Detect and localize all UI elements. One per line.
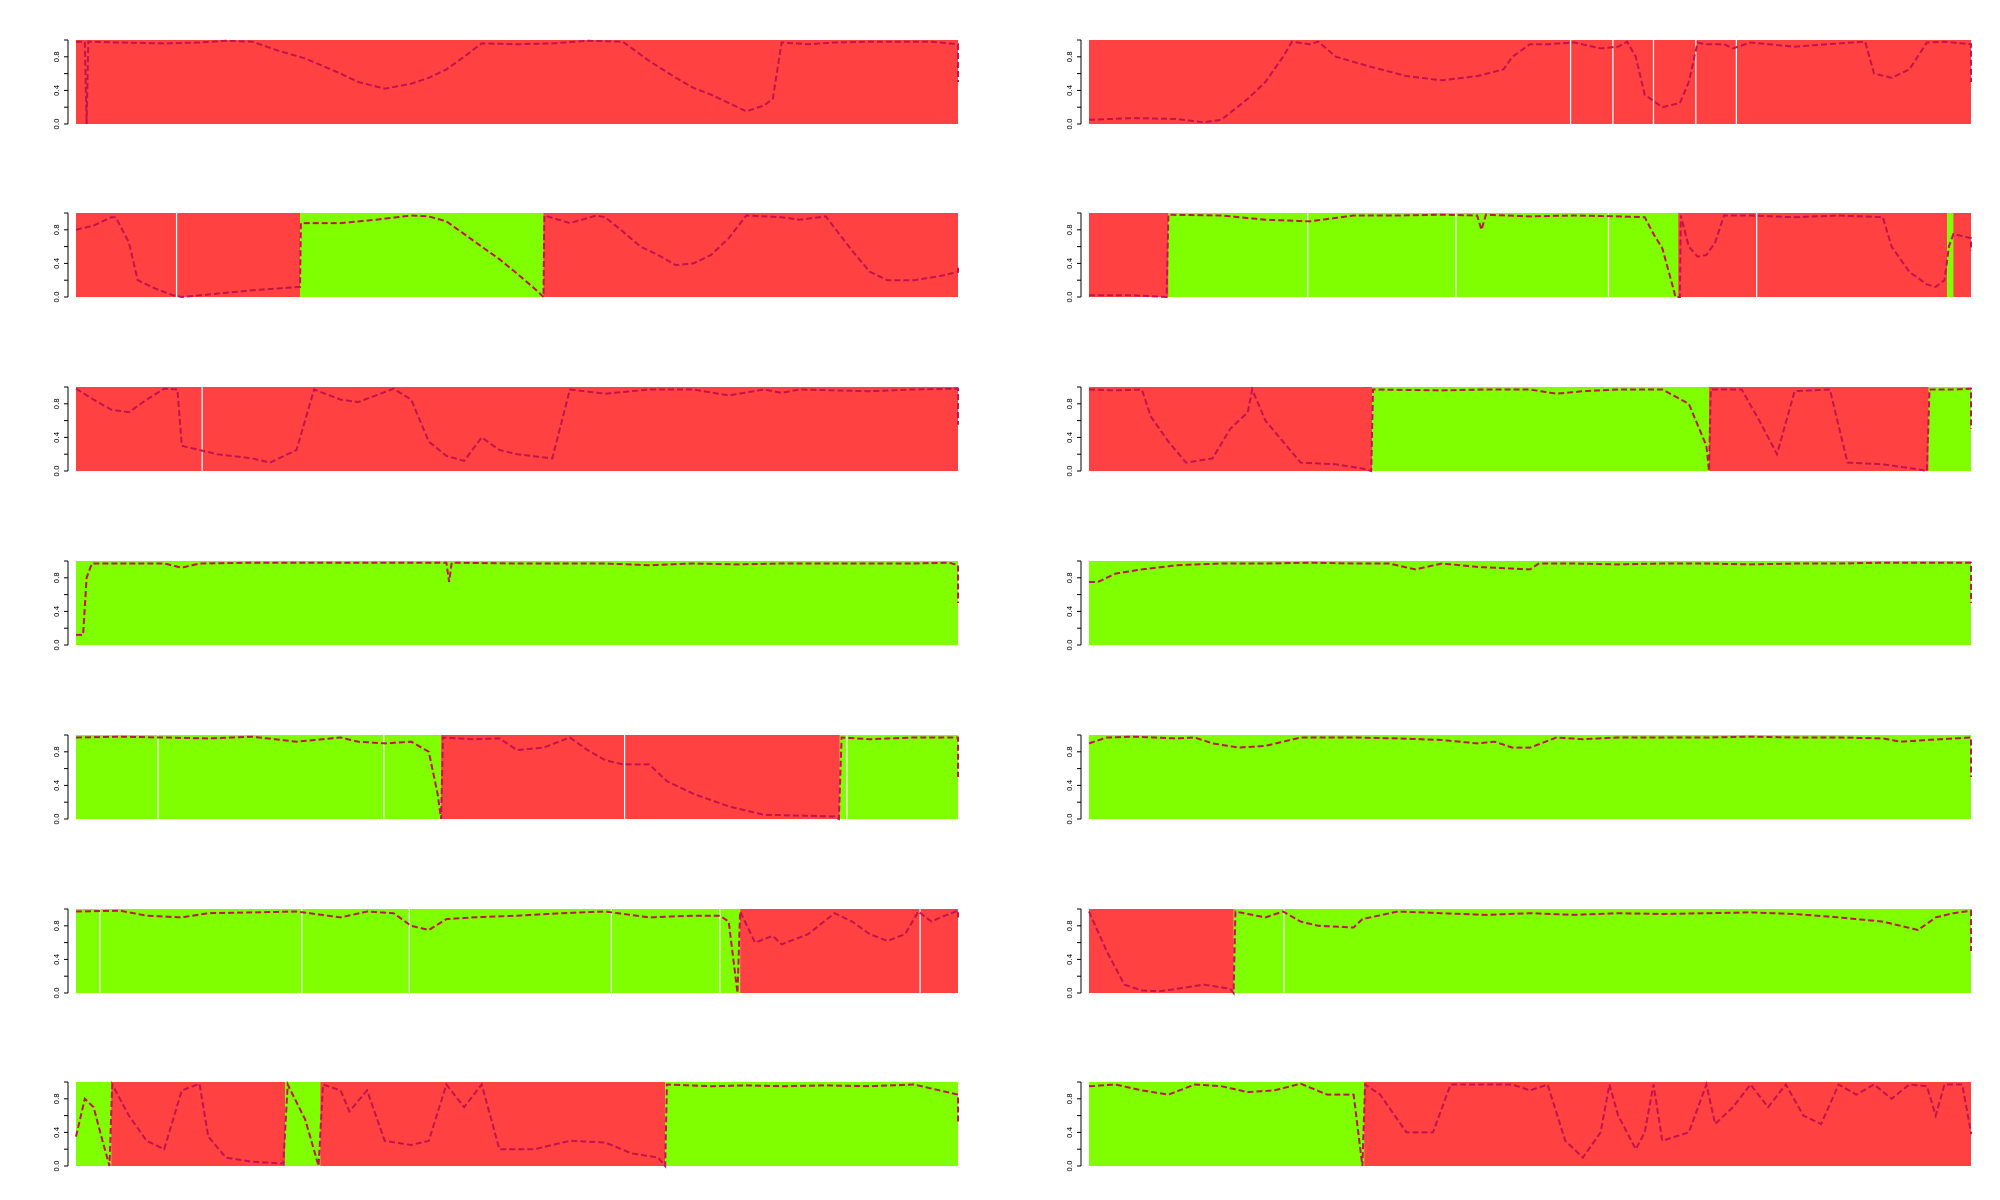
- state-segment-red: [543, 213, 958, 297]
- state-segment-red: [1364, 1082, 1971, 1166]
- state-segment-green: [300, 213, 544, 297]
- state-segment-green: [1089, 1082, 1365, 1166]
- y-tick-label: 0.8: [1066, 398, 1074, 409]
- y-tick-label: 0.0: [1066, 465, 1074, 476]
- y-tick-label: 0.0: [53, 291, 61, 302]
- state-segment-green: [1233, 909, 1971, 993]
- y-tick-label: 0.4: [53, 605, 61, 617]
- y-tick-label: 0.8: [53, 746, 61, 757]
- strip-panel-3: 0.0 0.4 0.8: [53, 212, 959, 303]
- y-tick-label: 0.8: [1066, 920, 1074, 931]
- y-tick-label: 0.0: [1066, 1160, 1074, 1171]
- y-tick-label: 0.4: [53, 257, 61, 269]
- y-tick-label: 0.0: [1066, 987, 1074, 998]
- state-segment-red: [1678, 213, 1948, 297]
- probability-line: [1088, 40, 1972, 124]
- strip-panel-2: 0.0 0.4 0.8: [1066, 39, 1972, 130]
- state-segment-red: [76, 213, 301, 297]
- state-segment-red: [1089, 213, 1169, 297]
- y-tick-label: 0.4: [1066, 257, 1074, 269]
- y-tick-label: 0.4: [53, 779, 61, 791]
- y-tick-label: 0.0: [53, 465, 61, 476]
- strip-panel-5: 0.0 0.4 0.8: [53, 386, 959, 477]
- y-tick-label: 0.4: [1066, 779, 1074, 791]
- y-tick-label: 0.4: [1066, 84, 1074, 96]
- y-tick-label: 0.0: [53, 118, 61, 129]
- probability-line: [76, 561, 959, 636]
- y-tick-label: 0.4: [1066, 953, 1074, 965]
- state-segment-green: [1372, 387, 1710, 471]
- probability-line: [75, 909, 959, 994]
- y-tick-label: 0.4: [1066, 431, 1074, 443]
- y-tick-label: 0.4: [53, 84, 61, 96]
- y-tick-label: 0.8: [1066, 1093, 1074, 1104]
- y-tick-label: 0.4: [53, 1126, 61, 1138]
- state-segment-red: [1089, 40, 1971, 124]
- probability-line: [1088, 1080, 1972, 1167]
- strip-panel-4: 0.0 0.4 0.8: [1066, 212, 1972, 303]
- strip-panel-11: 0.0 0.4 0.8: [53, 908, 959, 999]
- state-segment-red: [111, 1082, 286, 1166]
- strip-panel-8: 0.0 0.4 0.8: [1066, 560, 1972, 651]
- state-segment-green: [1168, 213, 1679, 297]
- probability-line: [1089, 213, 1972, 299]
- state-segment-green: [76, 909, 741, 993]
- y-tick-label: 0.8: [53, 224, 61, 235]
- y-tick-label: 0.8: [53, 572, 61, 583]
- state-segment-red: [740, 909, 958, 993]
- y-tick-label: 0.4: [1066, 605, 1074, 617]
- y-tick-label: 0.4: [1066, 1126, 1074, 1138]
- strip-panel-14: 0.0 0.4 0.8: [1066, 1080, 1972, 1172]
- state-segment-green: [839, 735, 958, 819]
- y-tick-label: 0.0: [1066, 639, 1074, 650]
- y-tick-label: 0.0: [1066, 813, 1074, 824]
- y-tick-label: 0.0: [1066, 118, 1074, 129]
- y-tick-label: 0.8: [1066, 746, 1074, 757]
- strip-panel-6: 0.0 0.4 0.8: [1066, 386, 1972, 477]
- probability-line: [1089, 561, 1972, 603]
- state-segment-green: [76, 1082, 112, 1166]
- state-segment-green: [1947, 213, 1954, 297]
- y-tick-label: 0.0: [53, 987, 61, 998]
- y-tick-label: 0.8: [1066, 51, 1074, 62]
- strip-panel-10: 0.0 0.4 0.8: [1066, 734, 1972, 825]
- probability-line: [75, 387, 959, 464]
- state-segment-red: [441, 735, 840, 819]
- state-segment-red: [76, 387, 958, 471]
- state-segment-green: [76, 735, 442, 819]
- y-tick-label: 0.8: [53, 920, 61, 931]
- y-tick-label: 0.8: [53, 51, 61, 62]
- probability-line: [1088, 735, 1972, 777]
- state-segment-green: [1089, 561, 1971, 645]
- y-tick-label: 0.4: [53, 953, 61, 965]
- probability-line: [76, 39, 959, 125]
- y-tick-label: 0.8: [53, 398, 61, 409]
- strip-panel-1: 0.0 0.4 0.8: [53, 39, 959, 130]
- probability-line: [1088, 909, 1972, 996]
- probability-line: [75, 1080, 959, 1169]
- y-tick-label: 0.8: [53, 1093, 61, 1104]
- strip-panel-7: 0.0 0.4 0.8: [53, 560, 959, 651]
- y-tick-label: 0.0: [53, 639, 61, 650]
- probability-line: [1088, 386, 1972, 473]
- strip-panel-12: 0.0 0.4 0.8: [1066, 908, 1972, 999]
- state-segment-green: [665, 1082, 958, 1166]
- state-segment-green: [1089, 735, 1971, 819]
- y-tick-label: 0.8: [1066, 224, 1074, 235]
- y-tick-label: 0.0: [1066, 291, 1074, 302]
- y-tick-label: 0.8: [1066, 572, 1074, 583]
- state-segment-red: [76, 40, 958, 124]
- state-segment-green: [76, 561, 958, 645]
- strip-panel-9: 0.0 0.4 0.8: [53, 734, 959, 825]
- state-segment-green: [1928, 387, 1971, 471]
- state-segment-red: [1953, 213, 1971, 297]
- y-tick-label: 0.0: [53, 813, 61, 824]
- y-tick-label: 0.4: [53, 431, 61, 443]
- state-segment-red: [1709, 387, 1929, 471]
- y-tick-label: 0.0: [53, 1160, 61, 1171]
- state-segment-red: [1089, 909, 1234, 993]
- strip-panel-13: 0.0 0.4 0.8: [53, 1080, 959, 1172]
